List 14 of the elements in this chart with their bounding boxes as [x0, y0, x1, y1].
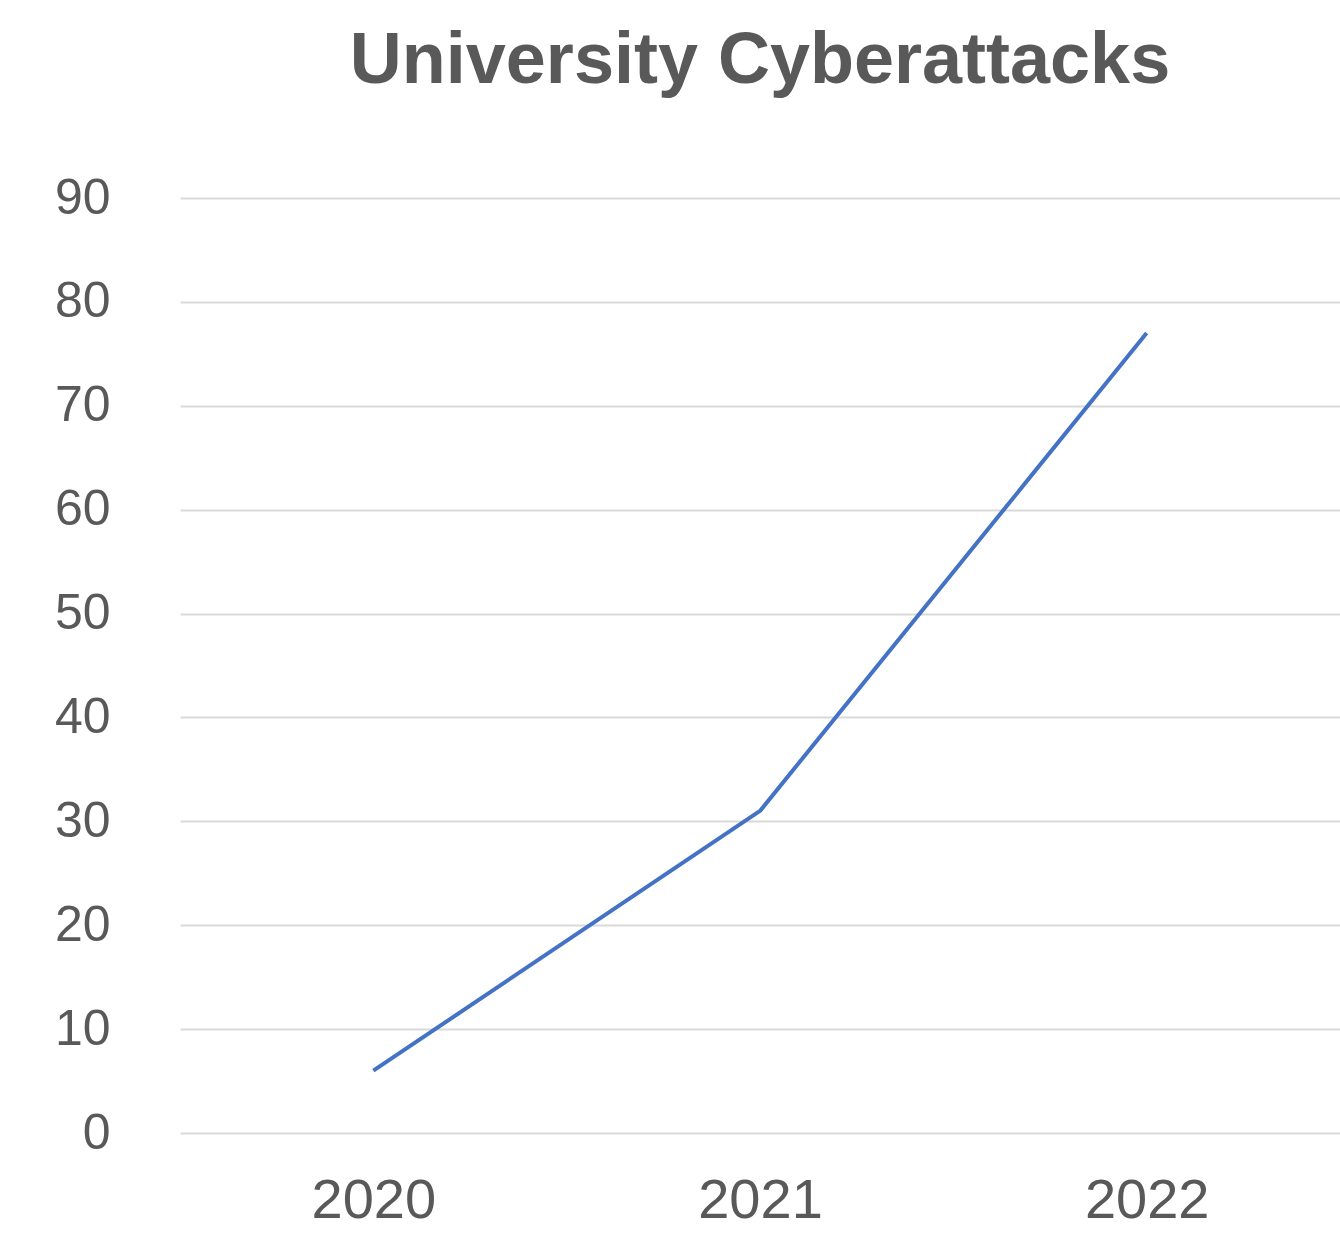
y-tick-label: 40: [54, 687, 111, 744]
y-tick-label: 70: [54, 376, 111, 433]
y-tick-label: 0: [82, 1103, 111, 1160]
y-tick-label: 10: [54, 999, 111, 1056]
y-tick-label: 60: [54, 480, 111, 537]
x-tick-label: 2020: [311, 1166, 437, 1230]
y-tick-label: 80: [54, 272, 111, 329]
x-tick-label: 2021: [698, 1166, 823, 1230]
x-tick-label: 2022: [1084, 1166, 1210, 1230]
y-tick-label: 30: [54, 791, 111, 848]
chart-title: University Cyberattacks: [349, 18, 1171, 98]
y-tick-label: 20: [54, 895, 111, 952]
y-tick-label: 90: [54, 168, 111, 225]
y-tick-label: 50: [54, 584, 111, 641]
